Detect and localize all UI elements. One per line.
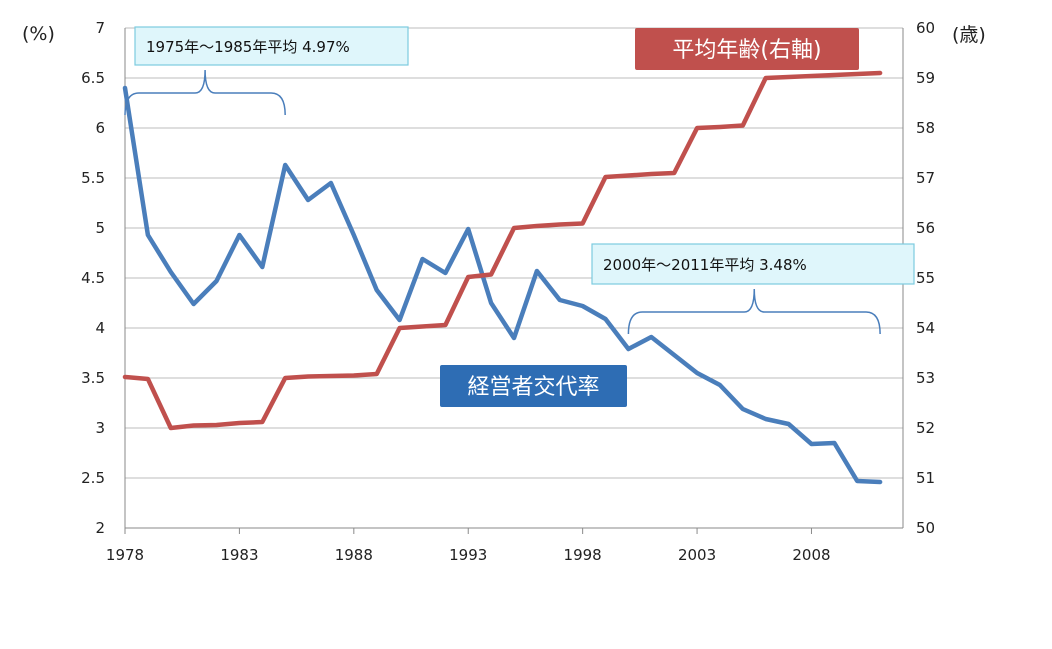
- y-right-unit: (歳): [952, 24, 986, 46]
- annotation-box: [591, 243, 915, 285]
- y-left-tick-label: 3: [95, 419, 105, 437]
- y-left-tick-label: 2.5: [81, 469, 105, 487]
- y-left-tick-label: 6: [95, 119, 105, 137]
- x-tick-label: 1993: [449, 546, 487, 564]
- annotation-text: 1975年～1985年平均 4.97%: [146, 38, 350, 56]
- y-right-tick-label: 57: [916, 169, 935, 187]
- x-tick-label: 2008: [792, 546, 830, 564]
- series-labels: 平均年齢(右軸) 経営者交代率: [440, 28, 859, 407]
- y-left-tick-label: 3.5: [81, 369, 105, 387]
- series-lines: [122, 70, 883, 485]
- x-tick-label: 2003: [678, 546, 716, 564]
- annotation-brace: [627, 288, 881, 335]
- annotation-brace: [124, 69, 286, 116]
- y-left-tick-label: 6.5: [81, 69, 105, 87]
- y-right-tick-label: 53: [916, 369, 935, 387]
- x-tick-label: 1988: [335, 546, 373, 564]
- y-left-unit: (%): [22, 23, 55, 45]
- label-box-turnover-rate: [440, 365, 627, 407]
- tick-labels: 2 2.5 3 3.5 4 4.5 5 5.5 6 6.5 7 50 51 52 53 54 55 56 57 58 5…: [22, 19, 986, 564]
- y-right-tick-label: 59: [916, 69, 935, 87]
- y-right-tick-label: 54: [916, 319, 935, 337]
- label-average-age: 平均年齢(右軸): [672, 38, 821, 63]
- x-tick-label: 1983: [220, 546, 258, 564]
- x-tick-label: 1978: [106, 546, 144, 564]
- y-right-tick-label: 56: [916, 219, 935, 237]
- y-left-tick-label: 4: [95, 319, 105, 337]
- y-right-tick-label: 50: [916, 519, 935, 537]
- y-right-tick-label: 51: [916, 469, 935, 487]
- x-tick-label: 1998: [564, 546, 602, 564]
- y-left-tick-label: 4.5: [81, 269, 105, 287]
- annotations: 1975年～1985年平均 4.97% 2000年～2011年平均 3.48%: [124, 26, 915, 335]
- y-right-tick-label: 55: [916, 269, 935, 287]
- label-box-average-age: [635, 28, 859, 70]
- y-left-tick-label: 5.5: [81, 169, 105, 187]
- series-line-turnover-rate: [122, 85, 883, 485]
- annotation-text: 2000年～2011年平均 3.48%: [603, 256, 807, 274]
- y-left-tick-label: 2: [95, 519, 105, 537]
- y-right-tick-label: 52: [916, 419, 935, 437]
- label-turnover-rate: 経営者交代率: [467, 375, 599, 400]
- y-right-tick-label: 60: [916, 19, 935, 37]
- annotation-box: [134, 26, 409, 66]
- y-left-tick-label: 5: [95, 219, 105, 237]
- y-right-tick-label: 58: [916, 119, 935, 137]
- series-line-average-age: [122, 70, 883, 431]
- y-left-tick-label: 7: [95, 19, 105, 37]
